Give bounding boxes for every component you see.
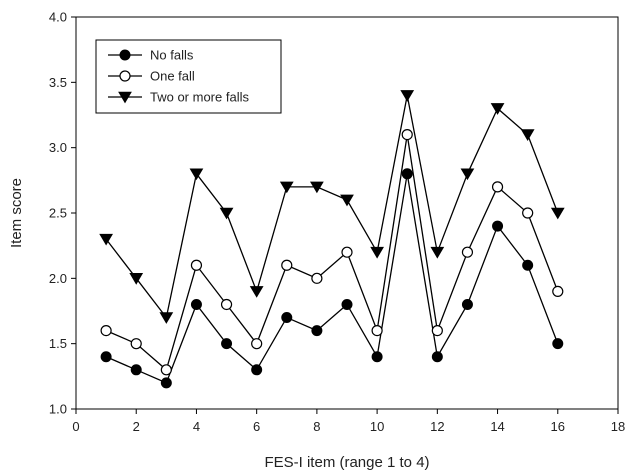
data-point [552,338,564,350]
data-point [281,312,293,324]
data-point [492,220,504,232]
data-point [401,168,413,180]
data-point [522,207,534,219]
y-tick-label: 3.5 [49,75,67,90]
x-tick-label: 0 [72,419,79,434]
legend-marker [119,70,131,82]
x-axis-title: FES-I item (range 1 to 4) [264,454,429,471]
series-1 [100,168,564,389]
data-point [279,181,294,194]
x-tick-label: 4 [193,419,200,434]
data-point [520,129,535,141]
data-point [311,272,323,284]
data-point [401,129,413,141]
data-point [160,377,172,389]
data-point [129,273,144,285]
x-tick-label: 10 [370,419,384,434]
data-point [100,351,112,363]
x-tick-label: 2 [133,419,140,434]
data-point [160,364,172,376]
data-point [249,286,264,298]
data-point [130,338,142,350]
data-point [461,246,474,258]
data-point [190,298,202,310]
legend-label: Two or more falls [150,90,249,105]
data-point [130,364,142,376]
data-point [189,168,204,181]
y-axis-title: Item score [8,178,25,248]
data-point [371,351,383,363]
y-tick-label: 3.0 [49,140,67,155]
data-point [431,351,443,363]
legend: No falls One fall Two or more falls [95,39,282,114]
data-point [370,246,384,259]
series-2 [100,129,564,376]
data-point [99,233,113,246]
data-point [341,246,353,258]
data-point [522,259,534,271]
data-point [431,325,443,337]
y-tick-label: 1.5 [49,336,67,351]
data-point [341,298,353,310]
data-point [190,259,203,271]
y-tick-label: 1.0 [49,402,67,417]
data-point [491,181,504,193]
data-point [460,168,475,181]
data-point [220,298,233,311]
series-line [105,173,559,384]
data-point [430,246,445,259]
data-point [100,325,112,337]
x-tick-label: 12 [430,419,444,434]
legend-marker [118,91,132,104]
data-point [400,90,415,102]
x-tick-label: 6 [253,419,260,434]
data-point [371,325,383,337]
x-tick-label: 14 [490,419,504,434]
series-layer [99,90,565,389]
legend-label: No falls [150,48,194,63]
legend-label: One fall [150,69,195,84]
data-point [490,103,505,115]
data-point [340,194,354,207]
data-point [550,207,565,220]
y-tick-label: 4.0 [49,10,67,25]
series-line [105,134,559,371]
legend-marker [119,49,131,61]
data-point [281,259,293,271]
data-point [552,285,564,297]
y-tick-label: 2.5 [49,206,67,221]
data-point [461,298,473,310]
x-tick-label: 8 [313,419,320,434]
y-tick-label: 2.0 [49,271,67,286]
axes: 0 2 4 6 8 10 12 14 16 18 1.0 1.5 2.0 2.5 3.0 3.5 4.0 [49,10,625,435]
data-point [311,325,323,337]
data-point [159,312,174,324]
x-tick-label: 16 [551,419,565,434]
series-line [105,95,559,320]
data-point [251,338,263,350]
data-point [219,207,234,220]
data-point [221,338,233,350]
x-tick-label: 18 [611,419,625,434]
series-3 [99,90,565,324]
data-point [310,181,324,194]
data-point [251,364,263,376]
